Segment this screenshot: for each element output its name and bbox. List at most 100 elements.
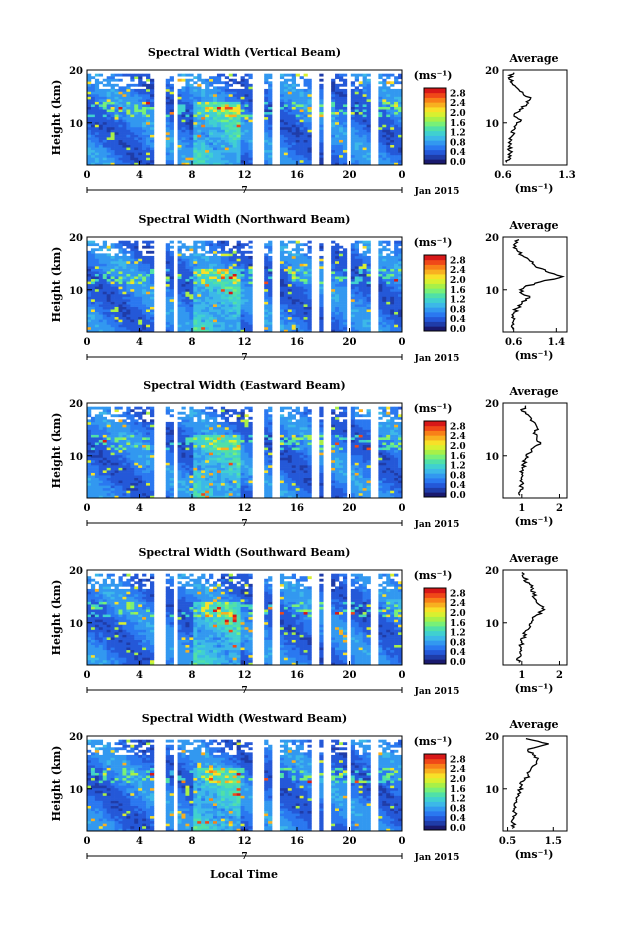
colorbar-swatch bbox=[424, 640, 446, 646]
average-frame bbox=[502, 69, 568, 166]
y-tick-label: 10 bbox=[69, 619, 83, 630]
average-x-label: (ms⁻¹) bbox=[515, 182, 554, 195]
day-tick-label: 7 bbox=[241, 852, 247, 862]
average-x-tick-label: 1.5 bbox=[545, 836, 562, 847]
average-frame bbox=[502, 402, 568, 499]
average-x-tick-label: 1.4 bbox=[548, 337, 565, 348]
colorbar-swatch bbox=[424, 492, 446, 498]
colorbar-tick-label: 2.4 bbox=[450, 99, 466, 109]
x-tick-label: 8 bbox=[189, 170, 196, 181]
colorbar-swatch bbox=[424, 140, 446, 146]
colorbar-tick-label: 1.6 bbox=[450, 119, 466, 129]
panel-title: Spectral Width (Southward Beam) bbox=[138, 546, 350, 559]
colorbar-swatch bbox=[424, 288, 446, 294]
average-y-tick-label: 10 bbox=[485, 119, 499, 130]
average-x-label: (ms⁻¹) bbox=[515, 848, 554, 861]
colorbar-swatch bbox=[424, 159, 446, 165]
colorbar-unit-label: (ms⁻¹) bbox=[414, 236, 453, 249]
colorbar-swatch bbox=[424, 806, 446, 812]
x-tick-label: 20 bbox=[343, 670, 357, 681]
colorbar-swatch bbox=[424, 463, 446, 469]
average-x-tick-label: 2 bbox=[556, 670, 563, 681]
average-title: Average bbox=[508, 385, 558, 398]
x-tick-label: 20 bbox=[343, 337, 357, 348]
panel-1: Spectral Width (Vertical Beam) 10 20 Height… bbox=[50, 46, 576, 197]
colorbar-swatch bbox=[424, 126, 446, 132]
heatmap-field bbox=[87, 739, 403, 832]
x-tick-label: 4 bbox=[136, 337, 143, 348]
colorbar-swatch bbox=[424, 487, 446, 493]
colorbar-swatch bbox=[424, 297, 446, 303]
colorbar-swatch bbox=[424, 107, 446, 113]
average-frame bbox=[502, 569, 568, 666]
colorbar-tick-label: 0.0 bbox=[450, 491, 466, 501]
colorbar-tick-label: 1.6 bbox=[450, 286, 466, 296]
colorbar-swatch bbox=[424, 473, 446, 479]
colorbar-tick-label: 2.4 bbox=[450, 266, 466, 276]
y-axis-label: Height (km) bbox=[50, 580, 63, 656]
colorbar-swatch bbox=[424, 801, 446, 807]
x-tick-label: 0 bbox=[84, 670, 91, 681]
average-x-tick-label: 0.6 bbox=[505, 337, 522, 348]
colorbar-swatch bbox=[424, 130, 446, 136]
average-x-tick-label: 1.3 bbox=[558, 170, 575, 181]
colorbar-swatch bbox=[424, 626, 446, 632]
average-y-tick-label: 20 bbox=[485, 66, 499, 77]
colorbar-swatch bbox=[424, 782, 446, 788]
colorbar-swatch bbox=[424, 316, 446, 322]
average-profile-line bbox=[510, 737, 549, 829]
colorbar-tick-label: 2.0 bbox=[450, 775, 466, 785]
colorbar-tick-label: 1.2 bbox=[450, 629, 466, 639]
x-tick-label: 8 bbox=[189, 503, 196, 514]
colorbar-swatch bbox=[424, 255, 446, 261]
colorbar-swatch bbox=[424, 92, 446, 98]
colorbar-tick-label: 0.4 bbox=[450, 814, 466, 824]
day-tick-label: 7 bbox=[241, 186, 247, 196]
colorbar-swatch bbox=[424, 430, 446, 436]
average-x-label: (ms⁻¹) bbox=[515, 682, 554, 695]
average-title: Average bbox=[508, 52, 558, 65]
average-frame bbox=[502, 735, 568, 832]
colorbar-swatch bbox=[424, 645, 446, 651]
colorbar-swatch bbox=[424, 440, 446, 446]
x-tick-label: 4 bbox=[136, 670, 143, 681]
x-tick-label: 8 bbox=[189, 836, 196, 847]
x-tick-label: 0 bbox=[399, 670, 406, 681]
colorbar-swatch bbox=[424, 135, 446, 141]
colorbar-swatch bbox=[424, 777, 446, 783]
y-tick-label: 20 bbox=[69, 566, 83, 577]
panel-title: Spectral Width (Vertical Beam) bbox=[148, 46, 341, 59]
colorbar-swatch bbox=[424, 459, 446, 465]
x-tick-label: 0 bbox=[399, 337, 406, 348]
colorbar-tick-label: 2.8 bbox=[450, 89, 466, 99]
colorbar-tick-label: 0.4 bbox=[450, 481, 466, 491]
x-tick-label: 20 bbox=[343, 836, 357, 847]
colorbar-swatch bbox=[424, 444, 446, 450]
colorbar-swatch bbox=[424, 454, 446, 460]
colorbar-swatch bbox=[424, 307, 446, 313]
colorbar-frame bbox=[423, 420, 447, 498]
colorbar-tick-label: 1.6 bbox=[450, 452, 466, 462]
x-tick-label: 12 bbox=[238, 170, 252, 181]
colorbar-swatch bbox=[424, 264, 446, 270]
date-label: Jan 2015 bbox=[414, 354, 460, 364]
average-frame bbox=[502, 236, 568, 333]
day-tick-label: 7 bbox=[241, 686, 247, 696]
colorbar-tick-label: 1.6 bbox=[450, 619, 466, 629]
colorbar-swatch bbox=[424, 768, 446, 774]
x-tick-label: 16 bbox=[290, 670, 304, 681]
panel-3: Spectral Width (Eastward Beam)1020Height… bbox=[50, 379, 568, 530]
colorbar-swatch bbox=[424, 815, 446, 821]
colorbar-unit-label: (ms⁻¹) bbox=[414, 569, 453, 582]
colorbar-swatch bbox=[424, 116, 446, 122]
x-tick-label: 16 bbox=[290, 337, 304, 348]
colorbar-tick-label: 0.4 bbox=[450, 315, 466, 325]
colorbar-swatch bbox=[424, 787, 446, 793]
colorbar-swatch bbox=[424, 758, 446, 764]
colorbar-swatch bbox=[424, 274, 446, 280]
x-tick-label: 4 bbox=[136, 836, 143, 847]
average-x-label: (ms⁻¹) bbox=[515, 515, 554, 528]
x-tick-label: 20 bbox=[343, 170, 357, 181]
colorbar-frame bbox=[423, 254, 447, 332]
colorbar-swatch bbox=[424, 449, 446, 455]
